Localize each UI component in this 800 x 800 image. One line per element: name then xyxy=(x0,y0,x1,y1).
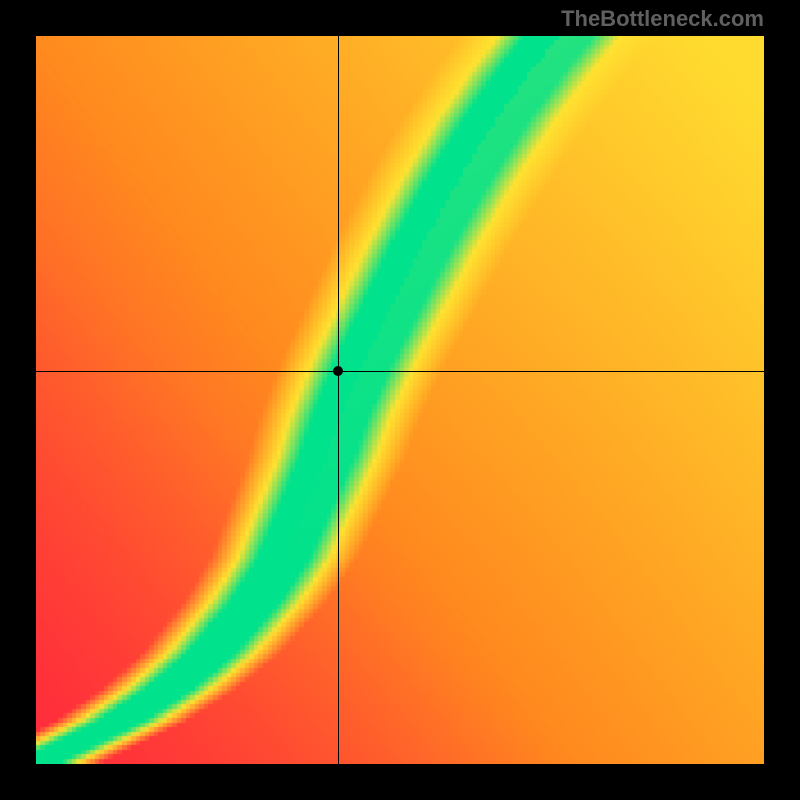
watermark-text: TheBottleneck.com xyxy=(561,6,764,32)
heatmap-canvas xyxy=(36,36,764,764)
chart-frame: TheBottleneck.com xyxy=(0,0,800,800)
crosshair-vertical xyxy=(338,36,339,764)
plot-area xyxy=(36,36,764,764)
marker-dot xyxy=(333,366,343,376)
crosshair-horizontal xyxy=(36,371,764,372)
